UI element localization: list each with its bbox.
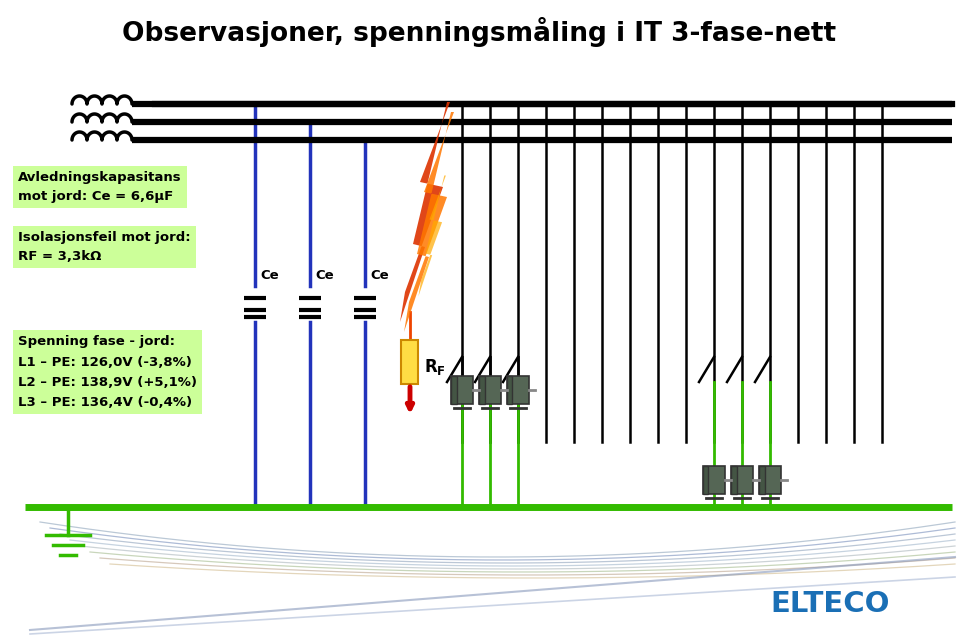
Bar: [731, 466, 753, 494]
Bar: [479, 376, 484, 404]
Text: ELTECO: ELTECO: [770, 590, 890, 618]
Text: $\mathbf{R_F}$: $\mathbf{R_F}$: [424, 357, 446, 377]
Bar: [703, 466, 709, 494]
Bar: [759, 466, 781, 494]
Bar: [759, 466, 764, 494]
Bar: [451, 376, 473, 404]
Text: Ce: Ce: [260, 269, 279, 282]
Text: Observasjoner, spenningsmåling i IT 3-fase-nett: Observasjoner, spenningsmåling i IT 3-fa…: [123, 17, 836, 47]
Polygon shape: [418, 175, 446, 297]
Bar: [451, 376, 456, 404]
Polygon shape: [400, 102, 450, 322]
Polygon shape: [404, 112, 454, 332]
Text: Spenning fase - jord:
L1 – PE: 126,0V (-3,8%)
L2 – PE: 138,9V (+5,1%)
L3 – PE: 1: Spenning fase - jord: L1 – PE: 126,0V (-…: [18, 336, 197, 408]
Bar: [703, 466, 725, 494]
Bar: [479, 376, 501, 404]
Bar: [402, 340, 418, 384]
Text: Ce: Ce: [370, 269, 388, 282]
Bar: [507, 376, 512, 404]
Bar: [507, 376, 529, 404]
Text: Ce: Ce: [315, 269, 334, 282]
Text: Isolasjonsfeil mot jord:
RF = 3,3kΩ: Isolasjonsfeil mot jord: RF = 3,3kΩ: [18, 231, 191, 263]
Bar: [731, 466, 737, 494]
Text: Avledningskapasitans
mot jord: Ce = 6,6μF: Avledningskapasitans mot jord: Ce = 6,6μ…: [18, 171, 181, 203]
